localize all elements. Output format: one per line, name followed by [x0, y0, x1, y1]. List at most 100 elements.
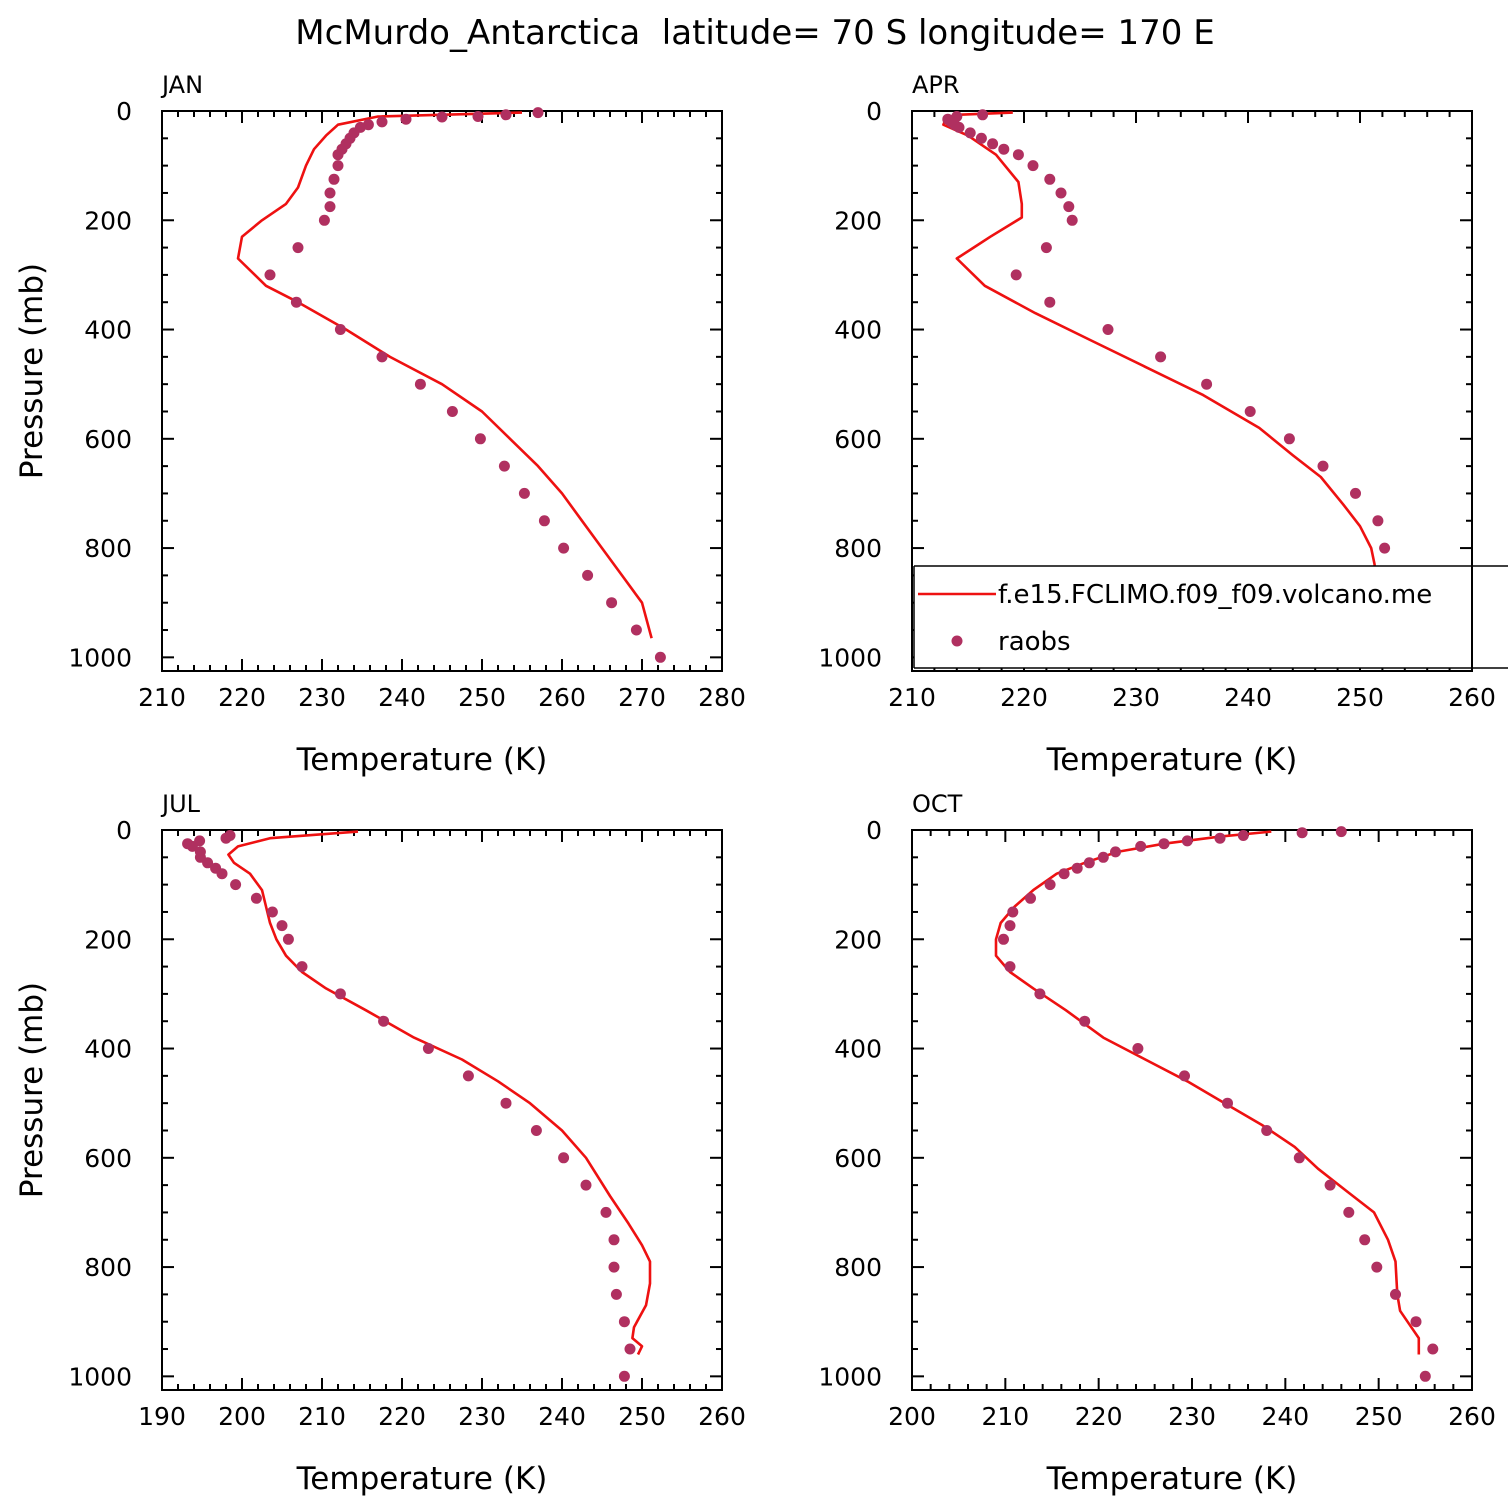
y-tick-label: 200: [834, 206, 882, 235]
x-tick-label: 250: [458, 683, 506, 712]
y-tick-label: 1000: [818, 643, 882, 672]
raobs-point: [292, 242, 304, 254]
y-tick-label: 600: [84, 1144, 132, 1173]
raobs-point: [400, 113, 412, 125]
raobs-point: [250, 892, 262, 904]
raobs-point: [324, 187, 336, 199]
raobs-point: [1181, 835, 1193, 847]
panel-apr: 210 220 230 240 250 260 0 200 400 600 800 1000 APR Te…: [818, 71, 1508, 778]
raobs-point: [558, 1152, 570, 1164]
y-tick-label: 600: [834, 1144, 882, 1173]
model-profile-line: [236, 111, 653, 639]
panel-jul: 190 200 210 220 230 240 250 260 0 200 400 600 800 100…: [14, 790, 746, 1497]
raobs-point: [608, 1261, 620, 1273]
raobs-point: [1379, 542, 1391, 554]
y-tick-label: 800: [84, 1253, 132, 1282]
x-tick-label: 230: [1168, 1402, 1216, 1431]
plot-frame: [911, 829, 1473, 1391]
x-tick-label: 250: [618, 1402, 666, 1431]
raobs-point: [1007, 906, 1019, 918]
raobs-point: [530, 1125, 542, 1136]
x-tick-label: 250: [1336, 683, 1384, 712]
raobs-point: [1055, 187, 1067, 199]
raobs-point: [318, 214, 330, 226]
x-tick-label: 260: [538, 683, 586, 712]
raobs-point: [1025, 892, 1036, 904]
raobs-point: [1350, 487, 1361, 499]
x-tick-label: 220: [1075, 1402, 1123, 1431]
raobs-point: [1083, 857, 1095, 869]
raobs-point: [1283, 433, 1295, 445]
raobs-point: [266, 906, 278, 918]
x-tick-label: 260: [1448, 683, 1496, 712]
x-tick-label: 230: [458, 1402, 506, 1431]
x-tick-label: 240: [1261, 1402, 1309, 1431]
raobs-point: [1427, 1343, 1439, 1355]
raobs-point: [276, 920, 288, 932]
raobs-point: [582, 569, 594, 581]
raobs-point: [1044, 879, 1056, 891]
y-tick-label: 800: [834, 1253, 882, 1282]
y-tick-label: 1000: [818, 1362, 882, 1391]
x-tick-label: 210: [298, 1402, 346, 1431]
y-tick-label: 800: [84, 534, 132, 563]
panel-label: OCT: [912, 790, 963, 818]
raobs-point: [1237, 830, 1249, 841]
model-profile-line: [994, 830, 1421, 1355]
raobs-point: [446, 406, 458, 417]
plot-frame: [161, 110, 723, 672]
raobs-point: [474, 433, 486, 445]
x-tick-label: 220: [218, 683, 266, 712]
x-tick-label: 280: [698, 683, 746, 712]
raobs-point: [1135, 840, 1147, 852]
raobs-point: [462, 1070, 474, 1082]
raobs-point: [1214, 832, 1226, 844]
y-tick-label: 0: [116, 97, 132, 126]
raobs-point: [1004, 920, 1016, 932]
raobs-point: [220, 832, 232, 844]
y-tick-label: 400: [834, 1035, 882, 1064]
raobs-point: [1179, 1070, 1190, 1082]
raobs-point: [334, 988, 346, 1000]
raobs-point: [1027, 160, 1039, 172]
x-tick-label: 250: [1355, 1402, 1403, 1431]
plot-frame: [911, 110, 1473, 672]
panel-jan: 210 220 230 240 250 260 270 280 0 200 400 600 800 100…: [14, 71, 746, 778]
x-tick-label: 240: [1224, 683, 1272, 712]
raobs-point: [618, 1316, 630, 1328]
raobs-point: [1359, 1234, 1371, 1246]
raobs-point: [324, 201, 336, 213]
raobs-point: [610, 1288, 622, 1300]
raobs-point: [600, 1206, 612, 1218]
raobs-point: [1079, 1015, 1091, 1027]
raobs-point: [1158, 838, 1170, 850]
raobs-point: [630, 624, 642, 636]
y-tick-label: 400: [834, 316, 882, 345]
y-axis-title: Pressure (mb): [14, 263, 50, 479]
raobs-point: [606, 597, 618, 609]
y-tick-label: 200: [84, 925, 132, 954]
model-profile-line: [942, 111, 1415, 634]
raobs-point: [618, 1370, 630, 1382]
raobs-point: [1058, 868, 1070, 880]
raobs-point: [1410, 1316, 1422, 1328]
raobs-point: [290, 296, 302, 308]
raobs-point: [264, 269, 276, 281]
x-tick-label: 230: [1112, 683, 1160, 712]
raobs-point: [580, 1179, 592, 1191]
raobs-point: [1390, 1288, 1401, 1300]
raobs-point: [186, 840, 198, 852]
raobs-point: [1066, 214, 1078, 226]
raobs-point: [378, 1015, 390, 1027]
legend-obs-swatch: [951, 635, 963, 647]
raobs-point: [436, 111, 448, 123]
raobs-point: [1110, 846, 1121, 858]
legend-background: [914, 566, 1508, 668]
raobs-point: [518, 487, 530, 499]
y-tick-label: 400: [84, 316, 132, 345]
raobs-point: [1343, 1206, 1355, 1218]
raobs-point: [964, 127, 976, 139]
raobs-point: [1132, 1043, 1144, 1054]
